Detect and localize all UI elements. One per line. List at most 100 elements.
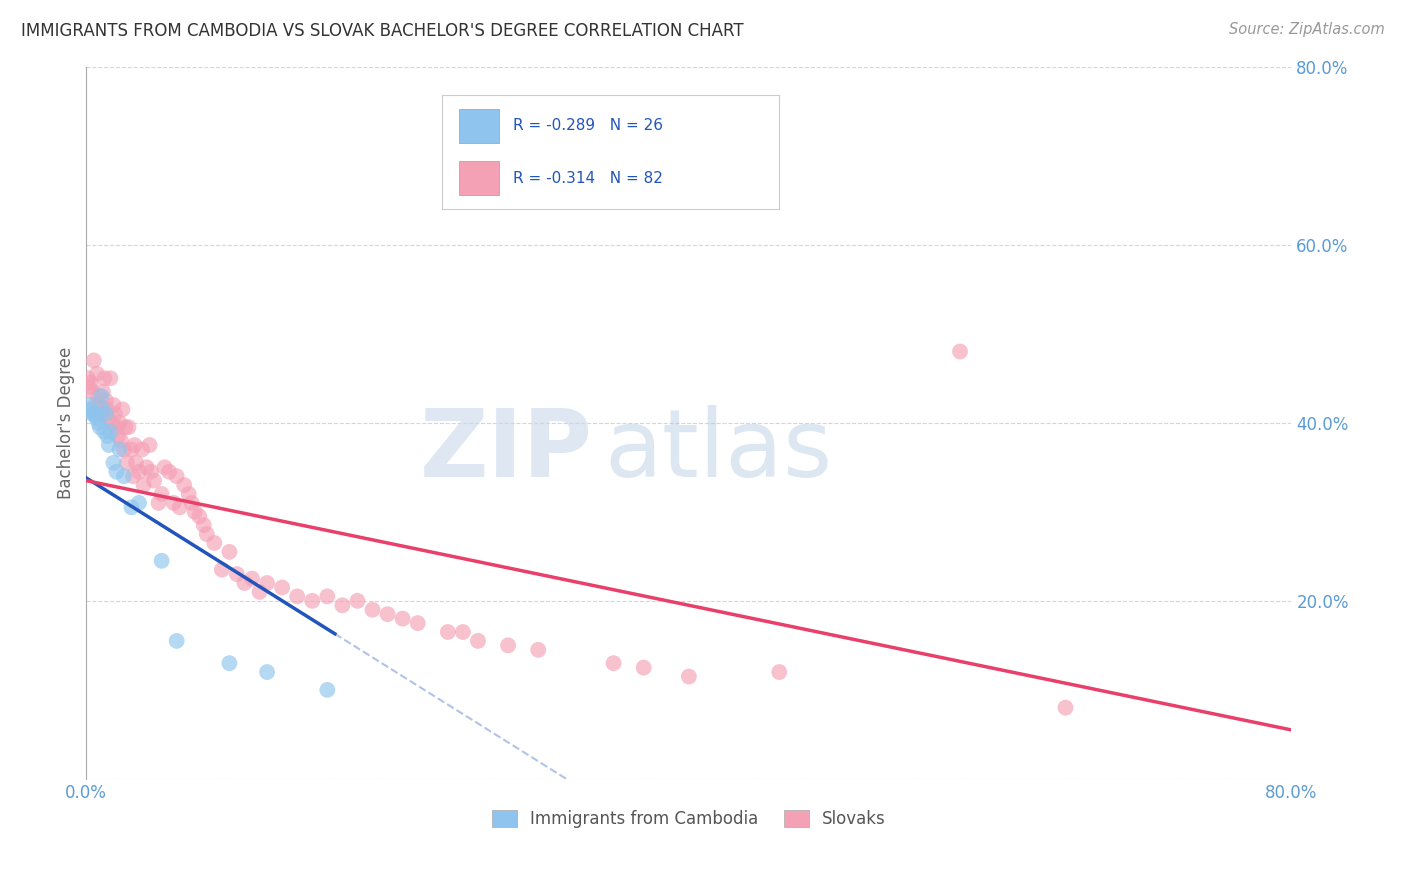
Point — [100, 371, 122, 385]
Point — [112, 469, 135, 483]
Point — [93, 371, 115, 385]
Point — [90, 389, 112, 403]
Point — [97, 411, 120, 425]
Point — [271, 581, 294, 595]
Point — [80, 402, 103, 417]
Point — [80, 376, 103, 390]
Point — [391, 612, 413, 626]
Point — [240, 572, 263, 586]
Point — [104, 407, 127, 421]
Point — [1054, 700, 1077, 714]
Point — [150, 487, 173, 501]
Point — [103, 456, 125, 470]
Point — [193, 518, 215, 533]
Point — [79, 398, 101, 412]
Point — [132, 478, 155, 492]
Point — [122, 469, 145, 483]
Point — [89, 398, 111, 412]
Y-axis label: Bachelor's Degree: Bachelor's Degree — [58, 347, 75, 499]
Point — [86, 411, 108, 425]
Point — [76, 371, 98, 385]
Point — [101, 416, 124, 430]
Point — [96, 429, 118, 443]
Point — [96, 402, 118, 417]
Point — [100, 425, 122, 439]
Point — [84, 407, 107, 421]
Point — [195, 527, 218, 541]
Point — [180, 496, 202, 510]
Point — [117, 420, 139, 434]
Point — [527, 642, 550, 657]
Point — [94, 407, 117, 421]
Point — [148, 496, 170, 510]
Point — [150, 554, 173, 568]
Point — [121, 442, 143, 457]
Point — [128, 496, 150, 510]
Point — [107, 429, 129, 443]
Point — [87, 389, 110, 403]
Point — [406, 616, 429, 631]
Point — [103, 398, 125, 412]
Point — [678, 669, 700, 683]
Point — [84, 398, 107, 412]
Point — [97, 438, 120, 452]
Point — [115, 456, 138, 470]
Point — [94, 393, 117, 408]
Point — [173, 478, 195, 492]
Point — [138, 438, 160, 452]
Point — [218, 656, 240, 670]
Point — [361, 603, 384, 617]
Point — [218, 545, 240, 559]
Point — [111, 402, 134, 417]
Text: Source: ZipAtlas.com: Source: ZipAtlas.com — [1229, 22, 1385, 37]
Point — [114, 420, 136, 434]
Point — [256, 576, 278, 591]
Point — [89, 420, 111, 434]
Point — [249, 585, 271, 599]
Point — [153, 460, 176, 475]
Point — [316, 682, 339, 697]
Point — [131, 442, 153, 457]
Point — [112, 442, 135, 457]
Point — [184, 505, 207, 519]
Point — [124, 438, 146, 452]
Point — [188, 509, 211, 524]
Point — [91, 384, 114, 399]
Point — [128, 465, 150, 479]
Point — [346, 594, 368, 608]
Point — [82, 407, 104, 421]
Point — [83, 353, 105, 368]
Point — [105, 420, 128, 434]
Point — [83, 407, 105, 421]
Point — [451, 625, 474, 640]
Point — [332, 599, 354, 613]
Point — [437, 625, 460, 640]
Point — [125, 456, 148, 470]
Point — [163, 496, 186, 510]
Point — [143, 474, 166, 488]
Point — [316, 590, 339, 604]
Point — [79, 380, 101, 394]
Point — [301, 594, 323, 608]
Point — [105, 465, 128, 479]
Point — [768, 665, 790, 679]
Point — [233, 576, 256, 591]
Point — [177, 487, 200, 501]
Point — [108, 442, 131, 457]
Point — [166, 634, 188, 648]
Point — [226, 567, 249, 582]
Text: atlas: atlas — [605, 405, 832, 497]
Point — [377, 607, 399, 622]
Point — [93, 425, 115, 439]
Point — [211, 563, 233, 577]
Point — [169, 500, 191, 515]
Text: ZIP: ZIP — [419, 405, 592, 497]
Point — [202, 536, 225, 550]
Point — [166, 469, 188, 483]
Point — [87, 416, 110, 430]
Point — [135, 460, 157, 475]
Point — [82, 384, 104, 399]
Legend: Immigrants from Cambodia, Slovaks: Immigrants from Cambodia, Slovaks — [485, 803, 893, 835]
Point — [633, 660, 655, 674]
Text: IMMIGRANTS FROM CAMBODIA VS SLOVAK BACHELOR'S DEGREE CORRELATION CHART: IMMIGRANTS FROM CAMBODIA VS SLOVAK BACHE… — [21, 22, 744, 40]
